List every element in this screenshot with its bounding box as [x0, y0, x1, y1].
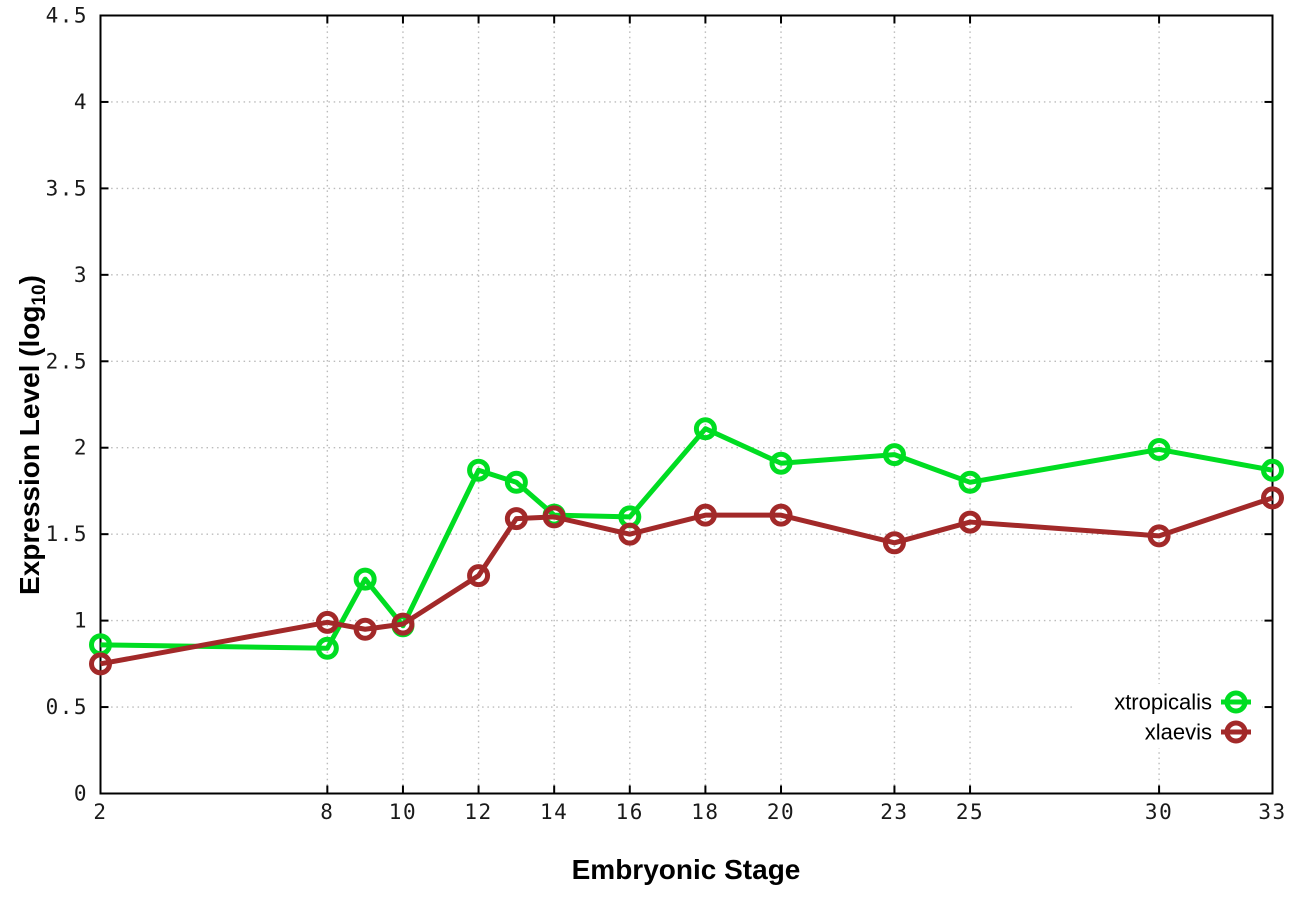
- marker-xlaevis-stage-20: [769, 503, 793, 527]
- x-tick-label-30: 30: [1145, 800, 1173, 824]
- marker-xtropicalis-stage-30: [1147, 437, 1171, 461]
- y-tick-label-0.5: 0.5: [46, 695, 88, 719]
- series-line-xtropicalis: [100, 426, 1273, 651]
- x-tick-label-23: 23: [880, 800, 908, 824]
- legend-marker-xtropicalis: [1224, 690, 1248, 714]
- x-tick-label-2: 2: [93, 800, 107, 824]
- series-xlaevis: [89, 486, 1284, 676]
- x-tick-label-12: 12: [464, 800, 492, 824]
- legend-item-xtropicalis: xtropicalis: [1114, 690, 1251, 715]
- marker-xtropicalis-stage-25: [958, 470, 982, 494]
- y-tick-labels: 0 0.5 1 1.5 2 2.5 3 3.5 4 4.5: [46, 4, 88, 806]
- marker-xtropicalis-stage-20: [769, 451, 793, 475]
- tick-marks: [99, 14, 1274, 795]
- marker-xlaevis-stage-30: [1147, 524, 1171, 548]
- y-tick-label-3.5: 3.5: [46, 176, 88, 200]
- marker-xlaevis-stage-16: [618, 522, 642, 546]
- x-axis-title: Embryonic Stage: [571, 854, 801, 885]
- x-tick-label-8: 8: [320, 800, 334, 824]
- marker-xlaevis-stage-13: [504, 507, 528, 531]
- marker-xlaevis-stage-25: [958, 510, 982, 534]
- series-xtropicalis: [89, 417, 1284, 660]
- legend-label-xtropicalis: xtropicalis: [1114, 690, 1212, 715]
- marker-xlaevis-stage-18: [693, 503, 717, 527]
- marker-xlaevis-stage-10: [391, 612, 415, 636]
- x-tick-label-16: 16: [616, 800, 644, 824]
- legend-label-xlaevis: xlaevis: [1145, 720, 1212, 745]
- x-tick-labels: 2 8 10 12 14 16 18 20 23 25 30 33: [93, 800, 1286, 824]
- marker-xlaevis-stage-12: [467, 564, 491, 588]
- x-tick-label-14: 14: [540, 800, 568, 824]
- marker-xtropicalis-stage-23: [882, 443, 906, 467]
- marker-xlaevis-stage-9: [353, 617, 377, 641]
- y-axis-title-text: Expression Level (log: [14, 305, 45, 595]
- marker-xtropicalis-stage-9: [353, 567, 377, 591]
- legend: xtropicalis xlaevis: [1072, 684, 1262, 748]
- grid: [100, 15, 1273, 794]
- plot-frame: [99, 14, 1274, 795]
- series-line-xlaevis: [100, 495, 1274, 667]
- marker-xtropicalis-stage-18: [693, 417, 717, 441]
- marker-xtropicalis-stage-8: [315, 636, 339, 660]
- marker-xlaevis-stage-2: [89, 652, 112, 676]
- y-axis-title-close: ): [14, 275, 45, 285]
- y-axis-title: Expression Level (log10): [14, 275, 50, 595]
- x-tick-label-25: 25: [956, 800, 984, 824]
- y-tick-label-3: 3: [74, 263, 88, 287]
- marker-xlaevis-stage-8: [315, 610, 339, 634]
- x-tick-label-20: 20: [767, 800, 795, 824]
- marker-xtropicalis-stage-12: [467, 458, 491, 482]
- y-tick-label-4: 4: [74, 90, 88, 114]
- x-tick-label-18: 18: [691, 800, 719, 824]
- y-tick-label-4.5: 4.5: [46, 4, 88, 28]
- marker-xlaevis-stage-33: [1261, 486, 1284, 510]
- legend-marker-xlaevis: [1224, 720, 1248, 744]
- y-tick-label-1: 1: [74, 609, 88, 633]
- y-tick-label-2: 2: [74, 436, 88, 460]
- y-tick-label-1.5: 1.5: [46, 522, 88, 546]
- y-tick-label-2.5: 2.5: [46, 349, 88, 373]
- y-axis-title-subscript: 10: [29, 284, 51, 306]
- marker-xlaevis-stage-14: [542, 505, 566, 529]
- marker-xlaevis-stage-23: [882, 531, 906, 555]
- marker-xtropicalis-stage-13: [504, 470, 528, 494]
- y-tick-label-0: 0: [74, 782, 88, 806]
- legend-item-xlaevis: xlaevis: [1145, 720, 1251, 745]
- marker-xtropicalis-stage-33: [1261, 458, 1284, 482]
- x-tick-label-10: 10: [389, 800, 417, 824]
- x-tick-label-33: 33: [1258, 800, 1286, 824]
